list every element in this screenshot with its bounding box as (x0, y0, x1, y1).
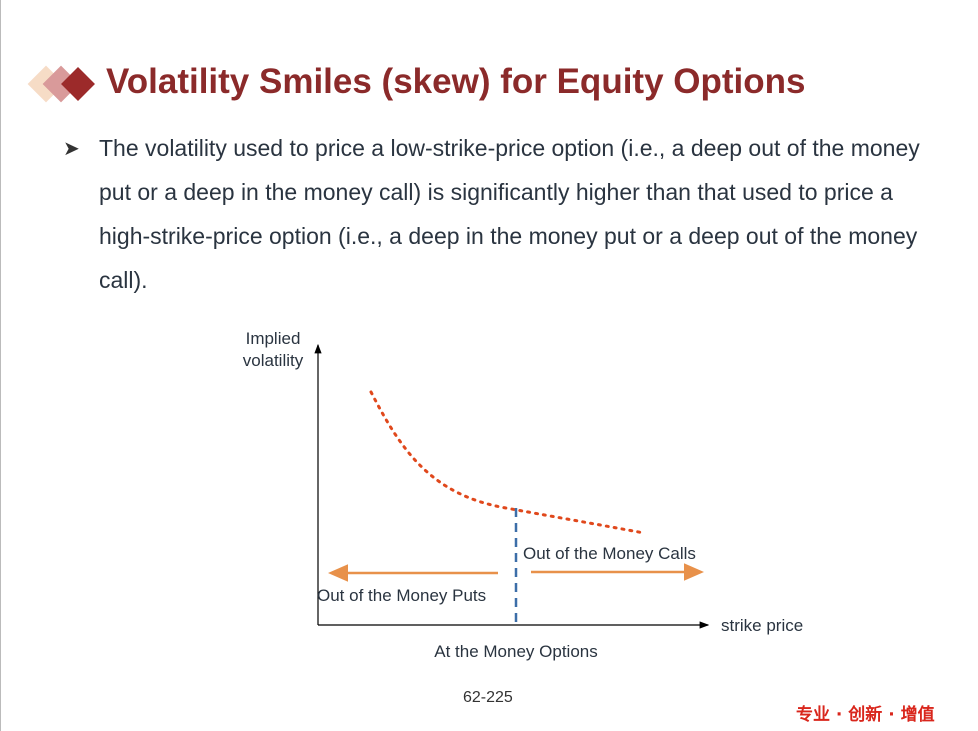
y-axis-label: Implied (246, 329, 301, 348)
calls-label: Out of the Money Calls (523, 544, 696, 563)
footer-slogan: 专业 · 创新 · 增值 (796, 705, 935, 725)
smile-curve (369, 390, 646, 535)
bullet-text: The volatility used to price a low-strik… (99, 135, 920, 293)
y-axis-label: volatility (243, 351, 304, 370)
x-axis-label: strike price (721, 616, 803, 635)
page-number: 62-225 (463, 689, 513, 706)
bullet-icon: ➤ (63, 138, 80, 160)
puts-label: Out of the Money Puts (317, 586, 486, 605)
atm-label: At the Money Options (434, 642, 597, 661)
title-icon (27, 65, 95, 103)
slide-title: Volatility Smiles (skew) for Equity Opti… (106, 62, 806, 101)
